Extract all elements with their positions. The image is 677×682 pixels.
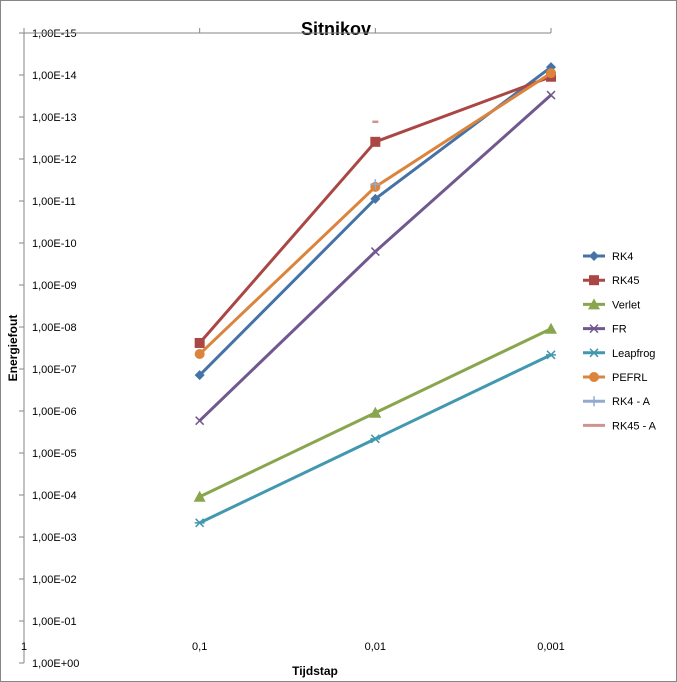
marker-x xyxy=(589,324,599,334)
legend-item: RK45 - A xyxy=(583,420,657,432)
data-point xyxy=(545,322,557,334)
y-tick-label: 1,00E-08 xyxy=(32,322,77,334)
marker-x xyxy=(546,90,556,100)
marker-circle xyxy=(194,349,205,360)
legend-label: RK45 xyxy=(612,275,640,287)
marker-square xyxy=(194,337,205,348)
marker-triangle xyxy=(193,490,206,502)
data-point xyxy=(589,251,599,261)
data-point xyxy=(588,298,600,310)
data-point xyxy=(589,372,599,382)
marker-diamond xyxy=(370,193,381,204)
legend-item: Leapfrog xyxy=(583,348,655,360)
y-tick-label: 1,00E-14 xyxy=(32,70,77,82)
marker-square xyxy=(589,275,599,286)
series-verlet xyxy=(193,322,557,502)
legend-label: RK4 xyxy=(612,251,633,263)
data-point xyxy=(589,324,599,334)
data-point xyxy=(370,136,381,147)
marker-triangle xyxy=(588,298,600,310)
y-tick-label: 1,00E-10 xyxy=(32,238,77,250)
series-leapfrog xyxy=(194,350,556,528)
legend-label: Verlet xyxy=(612,299,640,311)
data-point xyxy=(589,348,599,358)
marker-square xyxy=(370,136,381,147)
marker-x xyxy=(195,416,205,426)
y-tick-label: 1,00E-15 xyxy=(32,28,77,40)
data-point xyxy=(370,193,381,204)
data-point xyxy=(546,350,556,360)
marker-circle xyxy=(546,68,556,79)
legend-label: FR xyxy=(612,324,627,336)
x-tick-label: 0,1 xyxy=(192,641,207,653)
y-tick-label: 1,00E-03 xyxy=(32,532,77,544)
data-point xyxy=(194,518,205,528)
legend-item: RK45 xyxy=(583,275,640,287)
data-point xyxy=(589,396,599,407)
y-tick-label: 1,00E-02 xyxy=(32,574,77,586)
data-point xyxy=(194,337,205,348)
x-tick-label: 0,01 xyxy=(365,641,386,653)
y-axis-title: Energiefout xyxy=(6,315,20,382)
y-tick-label: 1,00E-12 xyxy=(32,154,77,166)
y-tick-label: 1,00E-11 xyxy=(32,196,76,208)
marker-star xyxy=(546,350,556,360)
series-line xyxy=(198,71,552,356)
data-point xyxy=(194,370,205,381)
x-tick-label: 1 xyxy=(21,641,27,653)
data-point xyxy=(370,434,381,444)
legend-label: Leapfrog xyxy=(612,348,655,360)
marker-star xyxy=(370,434,381,444)
series-rk4 xyxy=(194,62,556,381)
marker-diamond xyxy=(589,251,599,261)
x-axis-title: Tijdstap xyxy=(292,664,338,678)
data-point xyxy=(589,275,599,286)
series-fr xyxy=(195,90,556,426)
marker-diamond xyxy=(194,370,205,381)
marker-star xyxy=(589,348,599,358)
marker-star xyxy=(194,518,205,528)
y-tick-label: 1,00E-06 xyxy=(32,406,77,418)
series-layer xyxy=(193,62,557,528)
data-point xyxy=(370,247,380,257)
data-point xyxy=(546,68,556,79)
y-tick-label: 1,00E-05 xyxy=(32,448,77,460)
data-point xyxy=(370,179,381,190)
marker-plus xyxy=(370,179,381,190)
y-tick-label: 1,00E-01 xyxy=(32,616,77,628)
legend-label: PEFRL xyxy=(612,372,647,384)
y-tick-label: 1,00E-04 xyxy=(32,490,77,502)
series-pefrl xyxy=(194,68,556,360)
marker-plus xyxy=(589,396,599,407)
legend-item: PEFRL xyxy=(583,372,647,384)
y-tick-label: 1,00E-07 xyxy=(32,364,77,376)
series-rk4-a xyxy=(370,179,381,190)
y-tick-label: 1,00E+00 xyxy=(32,658,79,670)
x-tick-label: 0,001 xyxy=(537,641,565,653)
data-point xyxy=(195,416,205,426)
legend-item: Verlet xyxy=(583,298,640,311)
legend-item: RK4 - A xyxy=(583,396,651,408)
marker-triangle xyxy=(369,406,382,418)
data-point xyxy=(194,349,205,360)
legend-label: RK4 - A xyxy=(612,396,651,408)
series-line xyxy=(198,65,552,377)
marker-triangle xyxy=(545,322,557,334)
legend: RK4 RK45 Verlet FR Leapfrog PEFRL RK4 - A RK45 … xyxy=(583,251,657,432)
chart-title: Sitnikov xyxy=(301,19,371,39)
axes: 1,00E-15 1,00E-14 1,00E-13 1,00E-12 1,00E-11… xyxy=(19,28,565,670)
data-point xyxy=(193,490,206,502)
legend-item: RK4 xyxy=(583,251,633,263)
legend-item: FR xyxy=(583,324,627,336)
marker-circle xyxy=(589,372,599,382)
data-point xyxy=(369,406,382,418)
data-point xyxy=(546,90,556,100)
marker-x xyxy=(370,247,380,257)
y-tick-label: 1,00E-13 xyxy=(32,112,77,124)
legend-label: RK45 - A xyxy=(612,420,657,432)
y-tick-label: 1,00E-09 xyxy=(32,280,77,292)
